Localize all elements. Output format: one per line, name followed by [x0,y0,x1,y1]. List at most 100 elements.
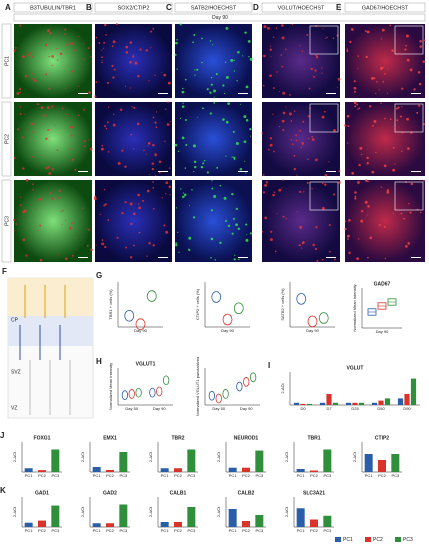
cell-signal [153,207,155,210]
cell-signal [69,226,72,230]
cell-signal [315,55,319,59]
cell-signal [366,156,369,160]
cell-signal [325,37,327,39]
cell-signal [410,182,414,186]
bar [228,467,237,472]
bar [310,470,318,472]
cell-signal [138,203,140,205]
row-label-box [1,101,12,177]
cell-signal [227,224,231,228]
cell-signal [21,136,24,139]
cell-signal [321,115,325,119]
cell-signal [124,201,127,204]
cell-signal [375,151,377,154]
cell-signal [210,237,214,241]
cell-signal [392,213,394,215]
cell-signal [285,106,287,108]
cell-signal [371,170,375,174]
panel-letter: E [336,3,342,12]
cell-signal [146,189,150,193]
cell-signal [49,191,52,194]
bar [404,394,410,405]
cell-signal [272,36,275,38]
cell-signal [197,116,199,118]
cell-signal [307,158,309,160]
cell-signal [57,254,59,256]
inset [309,25,339,55]
bar [384,398,391,405]
cell-signal [176,68,178,70]
cell-signal [185,143,188,147]
cell-signal [373,77,376,80]
cell-signal [168,185,172,189]
cell-signal [296,211,298,213]
cell-signal [115,23,118,25]
violin [243,377,250,387]
cell-signal [244,31,247,34]
cell-signal [262,174,265,176]
micrograph [95,180,172,262]
legend-label: PC1 [343,537,353,543]
x-tick-label: PC3 [187,528,196,533]
legend-label: PC3 [403,537,413,543]
cell-signal [295,134,298,137]
cell-signal [176,38,178,41]
cell-signal [117,161,121,165]
cell-signal [82,207,85,209]
cell-signal [138,231,141,234]
cell-signal [147,142,151,145]
cell-signal [66,237,68,239]
cell-signal [307,115,310,118]
micrograph [175,24,252,98]
cell-signal [419,211,422,214]
cell-signal [349,40,352,44]
inset [394,25,424,55]
cell-signal [209,91,212,94]
cell-signal [175,242,178,245]
cell-signal [202,162,205,165]
cell-signal [112,123,116,127]
cell-signal [165,108,167,110]
cell-signal [397,106,400,109]
cell-signal [376,81,378,83]
bar [187,449,196,472]
cell-signal [90,248,93,251]
cell-signal [338,181,341,184]
cell-signal [282,128,285,131]
cell-signal [422,60,426,63]
cell-signal [380,102,382,105]
cell-signal [183,193,187,197]
cell-signal [119,108,123,111]
cell-signal [43,114,46,117]
cell-signal [180,188,182,190]
cell-signal [13,230,15,232]
cell-signal [387,68,389,70]
cell-signal [64,87,67,90]
cell-signal [13,49,16,52]
cell-signal [250,135,252,137]
x-tick-label: PC1 [161,473,170,478]
cell-signal [233,70,235,72]
cell-signal [291,23,293,26]
cell-signal [211,180,213,182]
cell-signal [293,167,297,171]
cell-signal [367,205,370,208]
cell-signal [236,80,238,82]
cell-signal [389,118,392,121]
cell-signal [299,45,301,47]
cell-signal [132,148,135,150]
cell-signal [245,119,249,122]
cell-signal [419,39,422,43]
cell-signal [332,193,336,196]
bar [160,468,169,472]
x-tick-label: D90 [403,406,411,411]
cell-signal [237,227,240,231]
cell-signal [103,47,105,49]
cell-signal [366,30,370,34]
cell-signal [321,67,323,69]
cell-signal [235,142,239,145]
cell-signal [32,130,35,133]
cell-signal [152,187,155,189]
x-tick-label: D7 [326,406,332,411]
cell-signal [170,121,172,123]
